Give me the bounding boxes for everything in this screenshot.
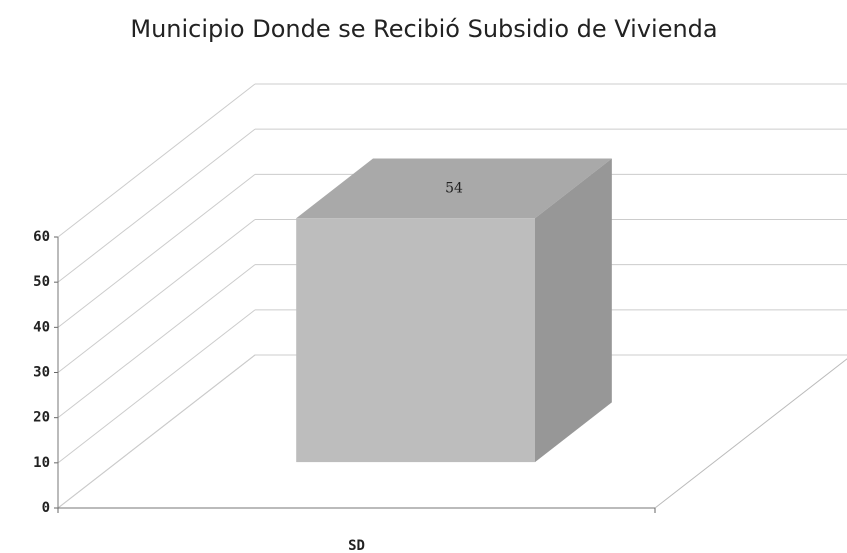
bar-side [535,158,612,463]
grid-line [57,309,256,464]
x-tick-label: SD [348,538,365,553]
y-tick-label: 10 [33,455,50,471]
chart-title: Municipio Donde se Recibió Subsidio de V… [130,15,717,43]
y-tick-label: 50 [33,274,50,290]
data-label: 54 [445,180,463,196]
y-tick-label: 0 [42,500,50,516]
y-tick-label: 20 [33,410,50,426]
grid-line [57,264,256,419]
grid-line [57,219,256,373]
y-tick-label: 30 [33,365,50,381]
y-tick-label: 40 [33,319,50,335]
bar-top [296,158,612,219]
grid-line [57,173,256,328]
grid-line [57,83,256,238]
bar [296,218,535,463]
grid-line [57,354,256,509]
grid-line [57,128,256,283]
y-tick-label: 60 [33,229,50,245]
